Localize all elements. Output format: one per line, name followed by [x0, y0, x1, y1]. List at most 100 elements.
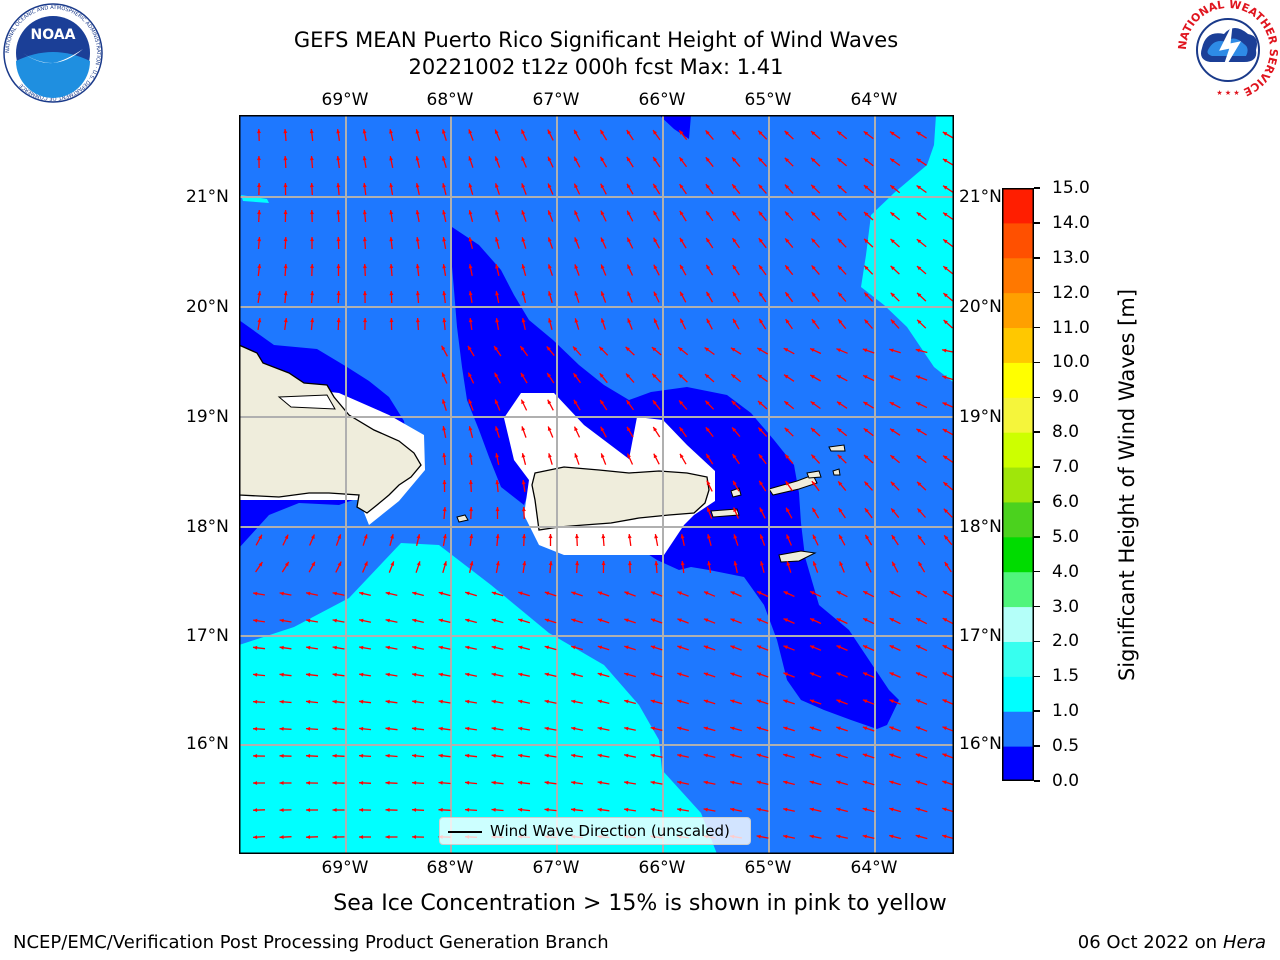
wind-wave-arrowhead — [758, 427, 763, 432]
wind-wave-arrowhead — [468, 426, 473, 431]
colorbar-tick — [1034, 745, 1040, 747]
wind-wave-arrowhead — [863, 375, 868, 379]
wind-wave-arrowhead — [942, 645, 948, 649]
wind-wave-arrowhead — [756, 645, 762, 650]
wind-wave-arrowhead — [465, 807, 470, 812]
wind-wave-arrowhead — [544, 699, 549, 704]
colorbar-tick — [1034, 780, 1040, 782]
chart-title-line2: 20221002 t12z 000h fcst Max: 1.41 — [408, 55, 784, 79]
wind-wave-arrowhead — [650, 672, 656, 677]
wind-wave-arrowhead — [783, 807, 788, 812]
wind-wave-arrowhead — [415, 237, 420, 242]
wind-wave-arrowhead — [890, 455, 895, 460]
colorbar-tick-label: 4.0 — [1052, 561, 1080, 582]
wind-wave-arrowhead — [469, 534, 474, 539]
wind-wave-arrowhead — [600, 129, 605, 135]
wind-wave-arrowhead — [548, 318, 552, 323]
wind-wave-arrowhead — [544, 807, 549, 812]
wind-wave-arrowhead — [468, 210, 473, 215]
wind-wave-arrowhead — [257, 183, 261, 188]
wind-wave-arrowhead — [624, 780, 629, 785]
wind-wave-arrowhead — [306, 835, 311, 839]
wind-wave-arrowhead — [838, 508, 843, 513]
wind-wave-arrowhead — [359, 726, 364, 731]
wind-wave-arrowhead — [309, 183, 314, 188]
wind-wave-arrowhead — [678, 373, 683, 379]
wind-wave-arrowhead — [571, 726, 576, 731]
wind-wave-arrowhead — [943, 508, 948, 513]
colorbar-band — [1002, 327, 1034, 363]
wind-wave-arrowhead — [385, 645, 390, 650]
wind-wave-arrowhead — [756, 672, 762, 677]
wind-wave-arrowhead — [785, 319, 790, 324]
wind-wave-arrowhead — [412, 645, 417, 650]
wind-wave-arrowhead — [625, 346, 630, 352]
wind-wave-arrowhead — [521, 426, 526, 431]
wind-wave-arrowhead — [943, 185, 948, 190]
wind-wave-arrowhead — [677, 753, 682, 758]
wind-wave-arrowhead — [491, 753, 496, 758]
wind-wave-arrowhead — [889, 375, 894, 380]
wind-wave-arrowhead — [521, 399, 525, 405]
wind-wave-arrowhead — [573, 399, 578, 405]
wind-wave-arrowhead — [836, 672, 841, 677]
wind-wave-arrowhead — [837, 454, 842, 459]
wind-wave-arrowhead — [253, 618, 258, 623]
colorbar-band — [1002, 606, 1034, 642]
colorbar-tick-label: 13.0 — [1052, 247, 1090, 268]
wind-wave-arrowhead — [915, 834, 921, 839]
wind-wave-arrowhead — [597, 753, 602, 758]
wind-wave-arrowhead — [441, 345, 446, 351]
wind-wave-arrowhead — [469, 561, 474, 566]
wind-wave-arrowhead — [703, 699, 709, 704]
wind-wave-arrowhead — [917, 319, 922, 324]
lat-label-right: 16°N — [959, 734, 1002, 754]
lat-label-left: 16°N — [186, 734, 229, 754]
wind-wave-arrowhead — [703, 726, 709, 731]
wind-wave-arrowhead — [707, 534, 711, 539]
wind-wave-arrowhead — [258, 534, 262, 540]
wind-wave-arrowhead — [810, 348, 815, 352]
wind-wave-arrowhead — [309, 156, 314, 161]
wind-wave-arrowhead — [758, 401, 763, 406]
wind-wave-arrowhead — [704, 347, 709, 352]
colorbar-title: Significant Height of Wind Waves [m] — [1115, 288, 1139, 682]
wind-wave-arrowhead — [627, 453, 631, 458]
wind-wave-arrowhead — [518, 672, 523, 677]
wind-wave-arrowhead — [626, 400, 631, 405]
wind-wave-arrowhead — [732, 265, 737, 270]
wind-wave-arrowhead — [890, 481, 895, 486]
wind-wave-arrowhead — [468, 264, 473, 269]
wind-wave-arrowhead — [574, 237, 579, 242]
wind-wave-arrowhead — [916, 131, 921, 136]
wind-wave-arrowhead — [385, 699, 390, 704]
wind-wave-arrowhead — [412, 780, 417, 785]
wind-wave-arrowhead — [810, 375, 815, 379]
wind-wave-arrowhead — [758, 238, 763, 243]
wind-wave-arrowhead — [389, 264, 394, 269]
wind-wave-arrowhead — [784, 184, 790, 189]
wind-wave-arrowhead — [705, 374, 710, 379]
wind-wave-arrowhead — [862, 834, 868, 839]
wind-wave-arrowhead — [705, 157, 710, 162]
wind-wave-arrowhead — [279, 726, 284, 731]
wind-wave-arrowhead — [730, 807, 735, 812]
wind-wave-arrowhead — [890, 292, 895, 297]
wind-wave-arrowhead — [759, 480, 764, 486]
wind-wave-arrowhead — [707, 507, 711, 512]
wind-wave-arrowhead — [359, 753, 364, 758]
wind-wave-arrowhead — [547, 426, 552, 431]
wind-wave-arrowhead — [415, 129, 420, 134]
colorbar-tick-label: 10.0 — [1052, 352, 1090, 373]
wind-wave-arrowhead — [864, 481, 869, 486]
wind-wave-arrowhead — [889, 726, 894, 731]
wind-wave-arrowhead — [624, 645, 629, 650]
wind-wave-arrowhead — [442, 210, 446, 215]
map-legend: Wind Wave Direction (unscaled) — [439, 817, 751, 845]
wind-wave-arrowhead — [573, 346, 578, 351]
wind-wave-arrowhead — [601, 291, 605, 296]
wind-wave-arrowhead — [836, 699, 841, 704]
colorbar-tick — [1034, 501, 1040, 503]
wind-wave-arrowhead — [863, 428, 869, 433]
wind-wave-arrowhead — [757, 591, 762, 595]
